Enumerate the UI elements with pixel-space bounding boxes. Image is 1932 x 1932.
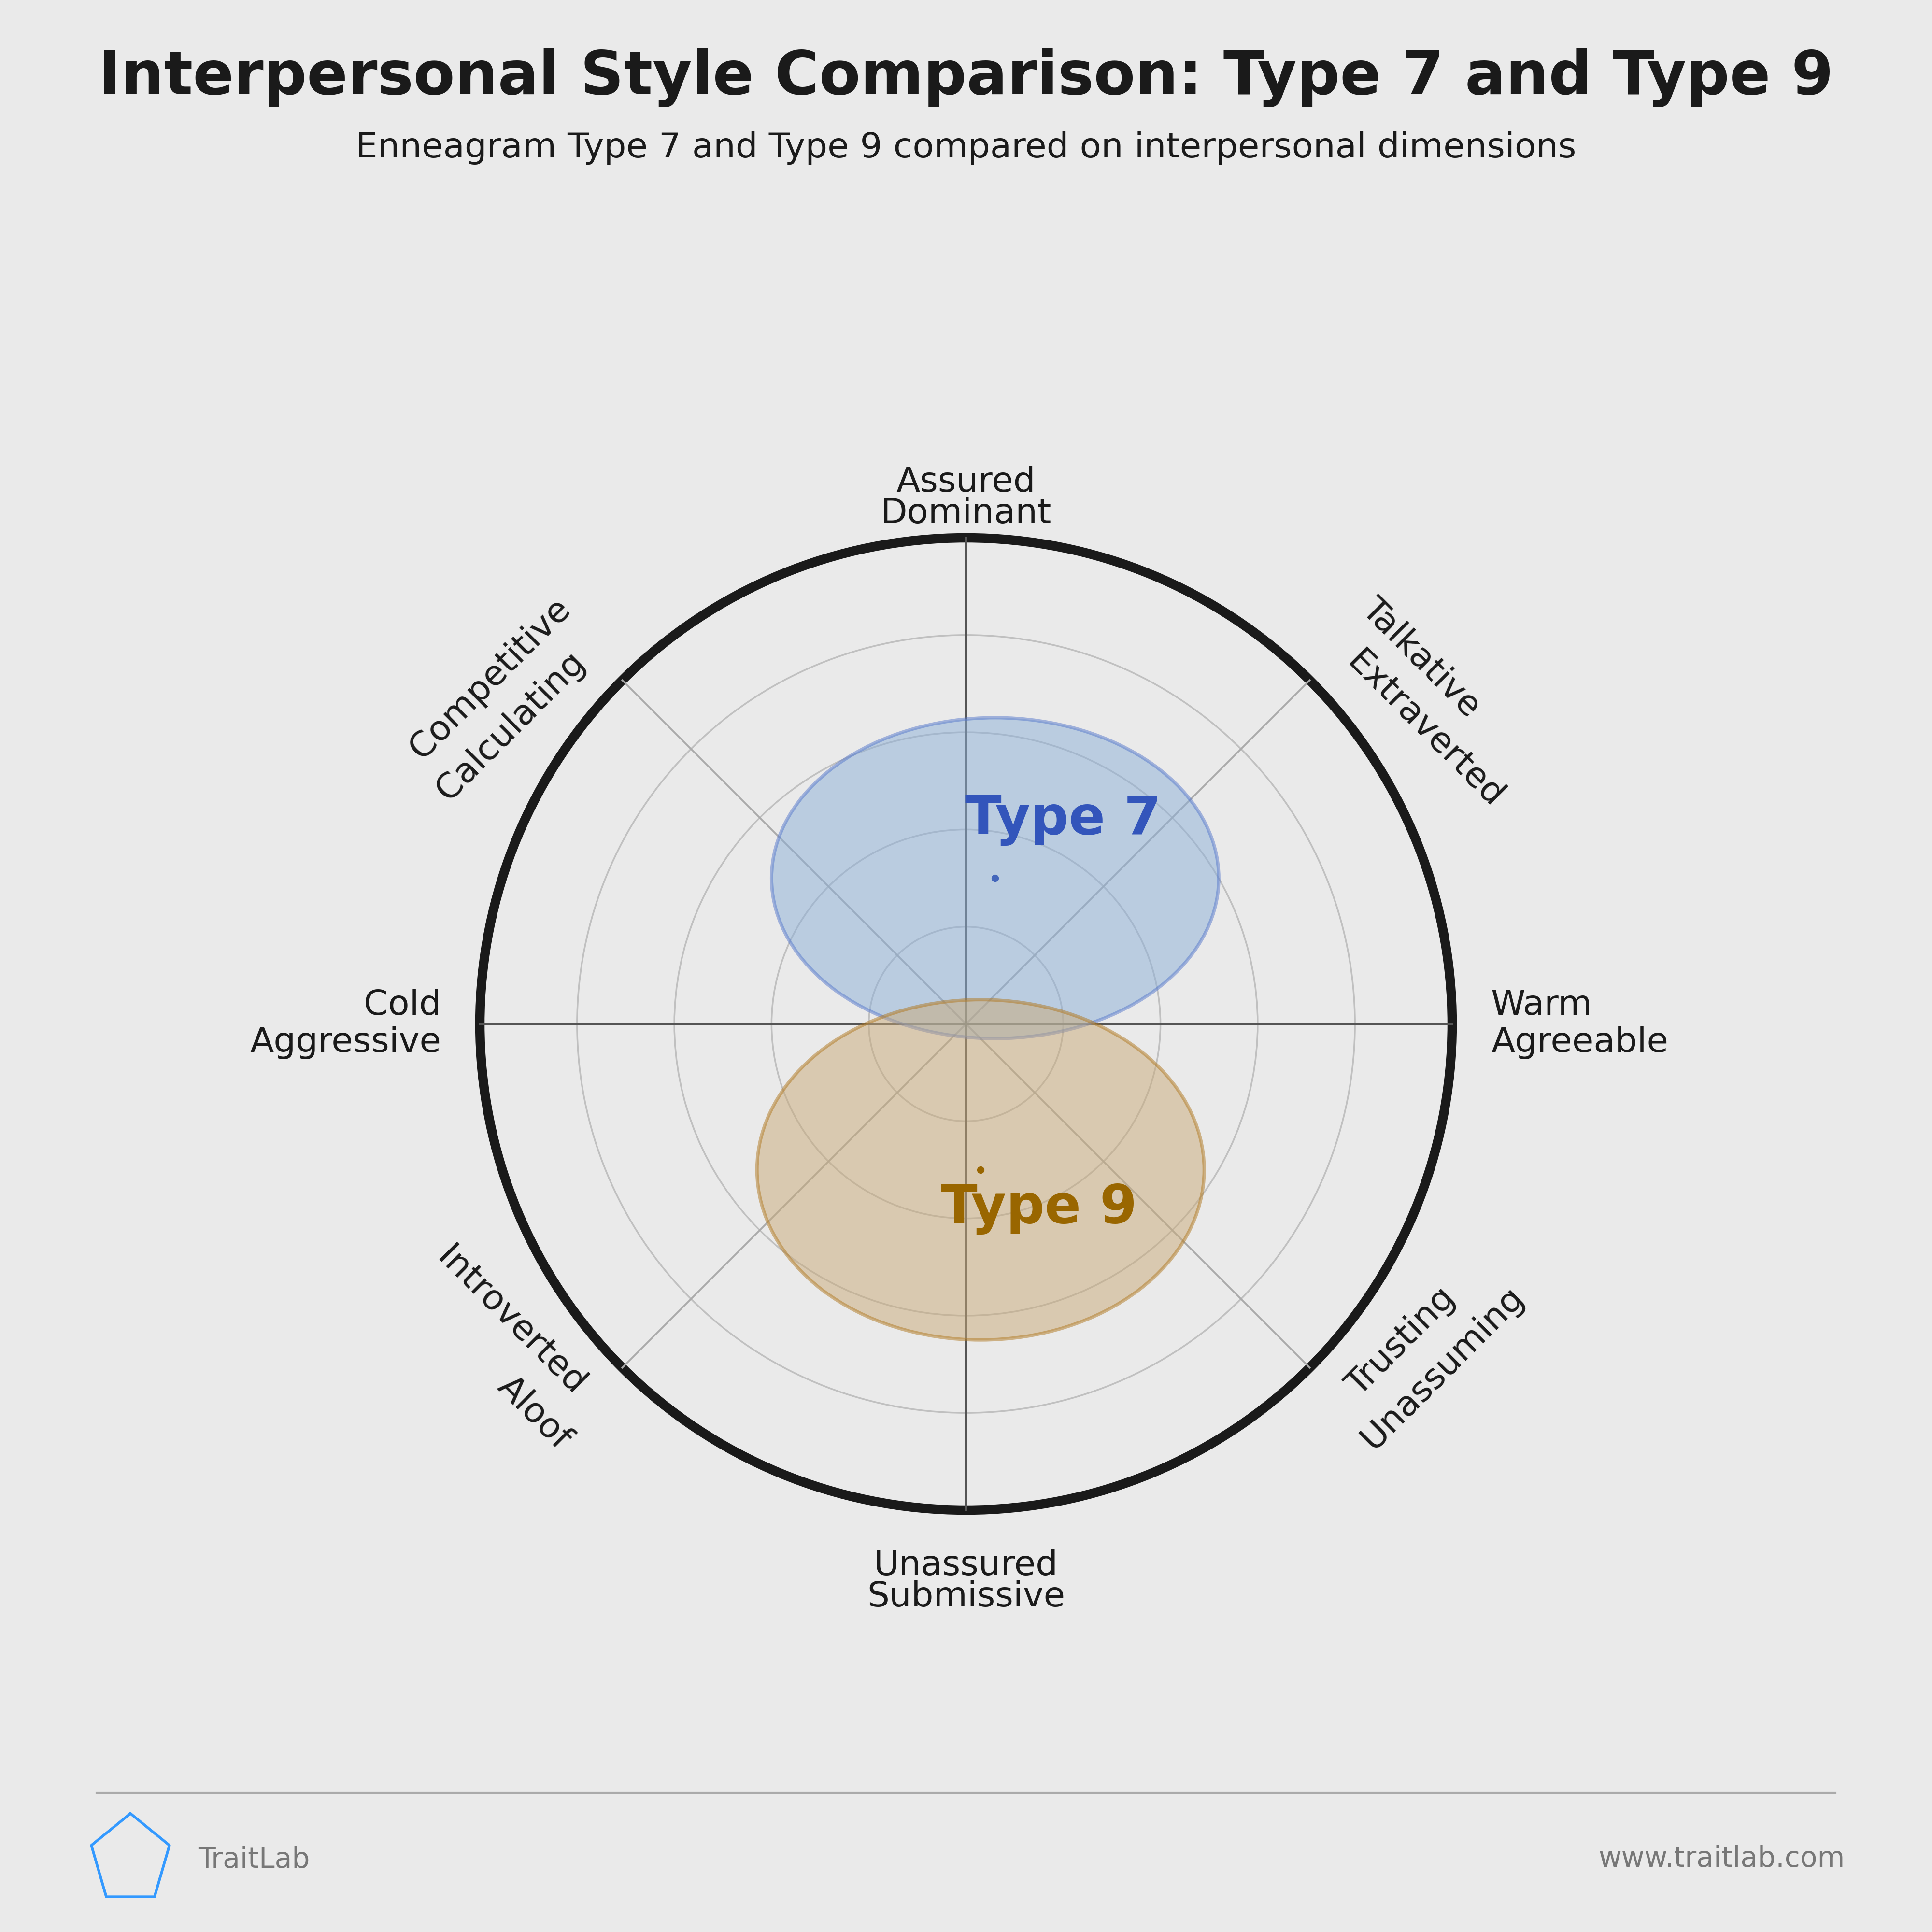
Text: Talkative: Talkative — [1354, 591, 1486, 724]
Text: Type 9: Type 9 — [941, 1182, 1138, 1235]
Text: Agreeable: Agreeable — [1492, 1026, 1667, 1059]
Text: Submissive: Submissive — [867, 1580, 1065, 1613]
Text: Aggressive: Aggressive — [249, 1026, 440, 1059]
Text: Assured: Assured — [896, 466, 1036, 498]
Text: Enneagram Type 7 and Type 9 compared on interpersonal dimensions: Enneagram Type 7 and Type 9 compared on … — [355, 131, 1577, 164]
Text: Extraverted: Extraverted — [1341, 645, 1509, 815]
Text: Unassured: Unassured — [873, 1549, 1059, 1582]
Text: Cold: Cold — [363, 989, 440, 1022]
Text: TraitLab: TraitLab — [199, 1845, 309, 1874]
Text: Trusting: Trusting — [1341, 1281, 1463, 1403]
Text: Unassuming: Unassuming — [1354, 1281, 1530, 1457]
Text: Calculating: Calculating — [431, 645, 591, 808]
Ellipse shape — [771, 717, 1219, 1039]
Text: Dominant: Dominant — [881, 497, 1051, 531]
Text: Aloof: Aloof — [491, 1370, 578, 1457]
Ellipse shape — [757, 999, 1204, 1341]
Text: Interpersonal Style Comparison: Type 7 and Type 9: Interpersonal Style Comparison: Type 7 a… — [99, 48, 1833, 106]
Text: Type 7: Type 7 — [966, 794, 1161, 846]
Text: Warm: Warm — [1492, 989, 1592, 1022]
Text: Introverted: Introverted — [431, 1240, 591, 1403]
Text: www.traitlab.com: www.traitlab.com — [1598, 1845, 1845, 1872]
Text: Competitive: Competitive — [404, 591, 578, 765]
